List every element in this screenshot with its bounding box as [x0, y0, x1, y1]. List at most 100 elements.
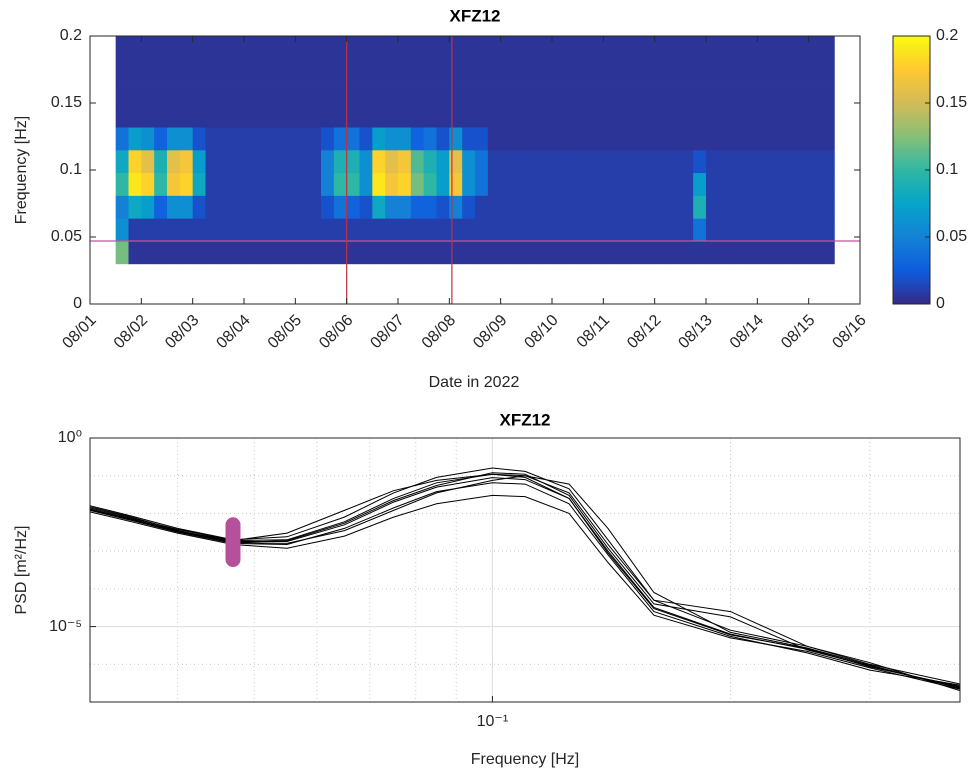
- heatmap-cell: [757, 218, 771, 242]
- heatmap-cell: [487, 195, 502, 219]
- heatmap-cell: [333, 81, 348, 105]
- heatmap-cell: [449, 149, 463, 174]
- heatmap-cell: [269, 127, 283, 151]
- heatmap-cell: [154, 81, 168, 105]
- colorbar-strip: [893, 127, 930, 131]
- colorbar-strip: [893, 259, 930, 263]
- heatmap-cell: [205, 172, 219, 196]
- heatmap-cell: [693, 149, 707, 174]
- heatmap-cell: [808, 58, 822, 82]
- heatmap-cell: [410, 127, 425, 151]
- heatmap-cell: [539, 104, 553, 128]
- heatmap-cell: [590, 104, 604, 128]
- heatmap-cell: [552, 36, 566, 60]
- heatmap-cell: [141, 241, 155, 265]
- heatmap-cell: [603, 172, 617, 196]
- heatmap-cell: [154, 218, 168, 242]
- heatmap-cell: [462, 172, 476, 196]
- heatmap-cell: [398, 195, 412, 219]
- colorbar-strip: [893, 156, 930, 160]
- heatmap-cell: [346, 149, 360, 174]
- heatmap-cell: [667, 149, 681, 174]
- colorbar-strip: [893, 100, 930, 104]
- heatmap-cell: [372, 104, 386, 128]
- heatmap-cell: [115, 241, 129, 265]
- heatmap-cell: [115, 81, 129, 105]
- colorbar-strip: [893, 69, 930, 73]
- heatmap-cell: [821, 36, 835, 60]
- heatmap-cell: [179, 104, 194, 128]
- heatmap-cell: [436, 241, 450, 265]
- heatmap-cell: [154, 104, 168, 128]
- colorbar-strip: [893, 118, 930, 122]
- heatmap-cell: [115, 149, 129, 174]
- colorbar-strip: [893, 103, 930, 106]
- heatmap-cell: [244, 218, 258, 242]
- heatmap-cell: [372, 172, 386, 196]
- heatmap-cell: [706, 241, 720, 265]
- heatmap-cell: [757, 36, 771, 60]
- heatmap-cell: [282, 218, 296, 242]
- heatmap-cell: [603, 58, 617, 82]
- heatmap-cell: [346, 241, 360, 265]
- heatmap-cell: [552, 195, 566, 219]
- heatmap-cell: [321, 104, 335, 128]
- heatmap-cell: [808, 36, 822, 60]
- heatmap-cell: [179, 172, 194, 196]
- x-tick-label: 08/12: [624, 312, 664, 352]
- heatmap-cell: [462, 127, 476, 151]
- colorbar-strip: [893, 232, 930, 236]
- series-line: [89, 472, 961, 689]
- heatmap-cell: [462, 218, 476, 242]
- heatmap-cell: [141, 127, 155, 151]
- heatmap-cell: [487, 241, 502, 265]
- heatmap-cell: [680, 195, 694, 219]
- heatmap-cell: [269, 172, 283, 196]
- colorbar-strip: [893, 270, 930, 274]
- heatmap-cell: [706, 195, 720, 219]
- heatmap-cell: [282, 127, 296, 151]
- heatmap-cell: [372, 36, 386, 60]
- heatmap-cell: [449, 81, 463, 105]
- heatmap-cell: [783, 218, 797, 242]
- heatmap-cell: [603, 218, 617, 242]
- x-tick-label: 08/13: [675, 312, 715, 352]
- heatmap-cell: [564, 241, 579, 265]
- x-tick-label: 08/09: [470, 312, 510, 352]
- heatmap-cell: [359, 149, 373, 174]
- heatmap-cell: [706, 58, 720, 82]
- heatmap-cell: [500, 104, 514, 128]
- heatmap-cell: [475, 195, 489, 219]
- heatmap-cell: [500, 218, 514, 242]
- heatmap-cell: [526, 149, 540, 174]
- heatmap-cell: [564, 218, 579, 242]
- heatmap-cell: [141, 104, 155, 128]
- heatmap-cell: [205, 36, 219, 60]
- heatmap-cell: [770, 58, 784, 82]
- x-tick-label: 08/01: [59, 312, 99, 352]
- heatmap-cell: [128, 241, 142, 265]
- heatmap-cell: [256, 36, 271, 60]
- heatmap-cell: [475, 36, 489, 60]
- heatmap-cell: [269, 81, 283, 105]
- heatmap-cell: [359, 172, 373, 196]
- colorbar-strip: [893, 178, 930, 182]
- heatmap-cell: [295, 58, 309, 82]
- colorbar-strip: [893, 143, 930, 146]
- heatmap-cell: [218, 81, 232, 105]
- heatmap-cell: [667, 58, 681, 82]
- heatmap-cell: [244, 195, 258, 219]
- heatmap-cell: [577, 241, 591, 265]
- heatmap-cell: [359, 58, 373, 82]
- heatmap-cell: [218, 195, 232, 219]
- heatmap-cell: [321, 149, 335, 174]
- colorbar-strip: [893, 44, 930, 48]
- heatmap-cell: [693, 127, 707, 151]
- y-axis-label: PSD [m²/Hz]: [13, 526, 30, 615]
- heatmap-cell: [295, 172, 309, 196]
- heatmap-cell: [770, 104, 784, 128]
- heatmap-cell: [616, 241, 630, 265]
- heatmap-cell: [205, 149, 219, 174]
- colorbar-strip: [893, 266, 930, 269]
- colorbar-strip: [893, 274, 930, 278]
